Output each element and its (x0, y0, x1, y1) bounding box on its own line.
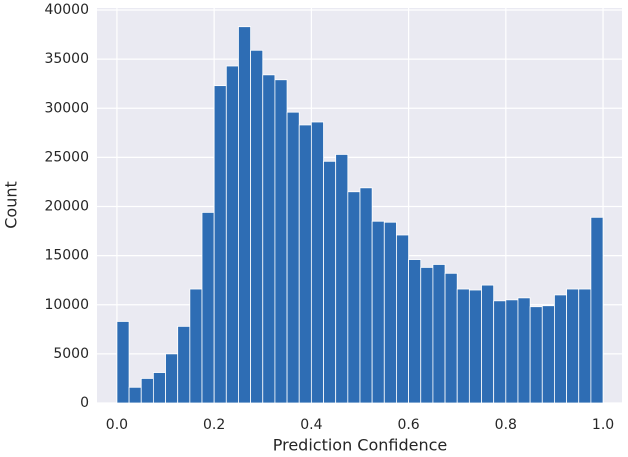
bar (213, 85, 227, 404)
bar (140, 378, 154, 404)
bar (566, 288, 580, 404)
x-tick-label: 0.8 (495, 417, 517, 433)
bar (335, 154, 349, 404)
bar (432, 264, 446, 404)
bar (274, 79, 288, 404)
x-tick-label: 0.6 (397, 417, 419, 433)
bar (444, 272, 458, 404)
x-tick-label: 1.0 (592, 417, 614, 433)
bar (554, 294, 567, 404)
y-tick-label: 40000 (44, 2, 89, 18)
bar (383, 221, 397, 404)
bar (165, 353, 179, 404)
bar (152, 372, 166, 404)
y-axis-label: Count (2, 181, 21, 229)
bar (177, 325, 191, 404)
bar (347, 191, 361, 404)
y-tick-label: 10000 (44, 297, 89, 313)
bar (189, 288, 203, 404)
bar (481, 284, 495, 404)
bar (371, 220, 385, 404)
bar (408, 259, 422, 404)
bar (493, 300, 507, 404)
bar (201, 211, 215, 404)
bar (468, 289, 482, 404)
bar (396, 234, 409, 404)
y-tick-label: 20000 (44, 199, 89, 215)
bar (116, 321, 130, 404)
bar (517, 297, 531, 404)
x-axis-label: Prediction Confidence (273, 436, 448, 455)
bar (128, 386, 142, 404)
bar (225, 65, 239, 404)
bar (298, 124, 312, 404)
bar (262, 74, 276, 404)
y-tick-label: 15000 (44, 248, 89, 264)
y-tick-label: 5000 (53, 346, 89, 362)
y-tick-label: 35000 (44, 51, 89, 67)
bar (590, 216, 604, 404)
y-tick-label: 0 (80, 395, 89, 411)
bar (505, 299, 519, 404)
bar (359, 187, 373, 404)
y-tick-label: 30000 (44, 100, 89, 116)
bar (456, 288, 470, 404)
bar (238, 26, 252, 404)
bar (578, 288, 592, 404)
bar (250, 49, 264, 404)
y-tick-label: 25000 (44, 149, 89, 165)
bar (420, 267, 434, 404)
bar (323, 160, 337, 404)
bar (541, 305, 555, 404)
x-tick-label: 0.2 (203, 417, 225, 433)
x-tick-label: 0.4 (300, 417, 322, 433)
bar (310, 121, 324, 404)
bar (529, 306, 543, 404)
bar (286, 111, 300, 404)
x-tick-label: 0.0 (106, 417, 128, 433)
